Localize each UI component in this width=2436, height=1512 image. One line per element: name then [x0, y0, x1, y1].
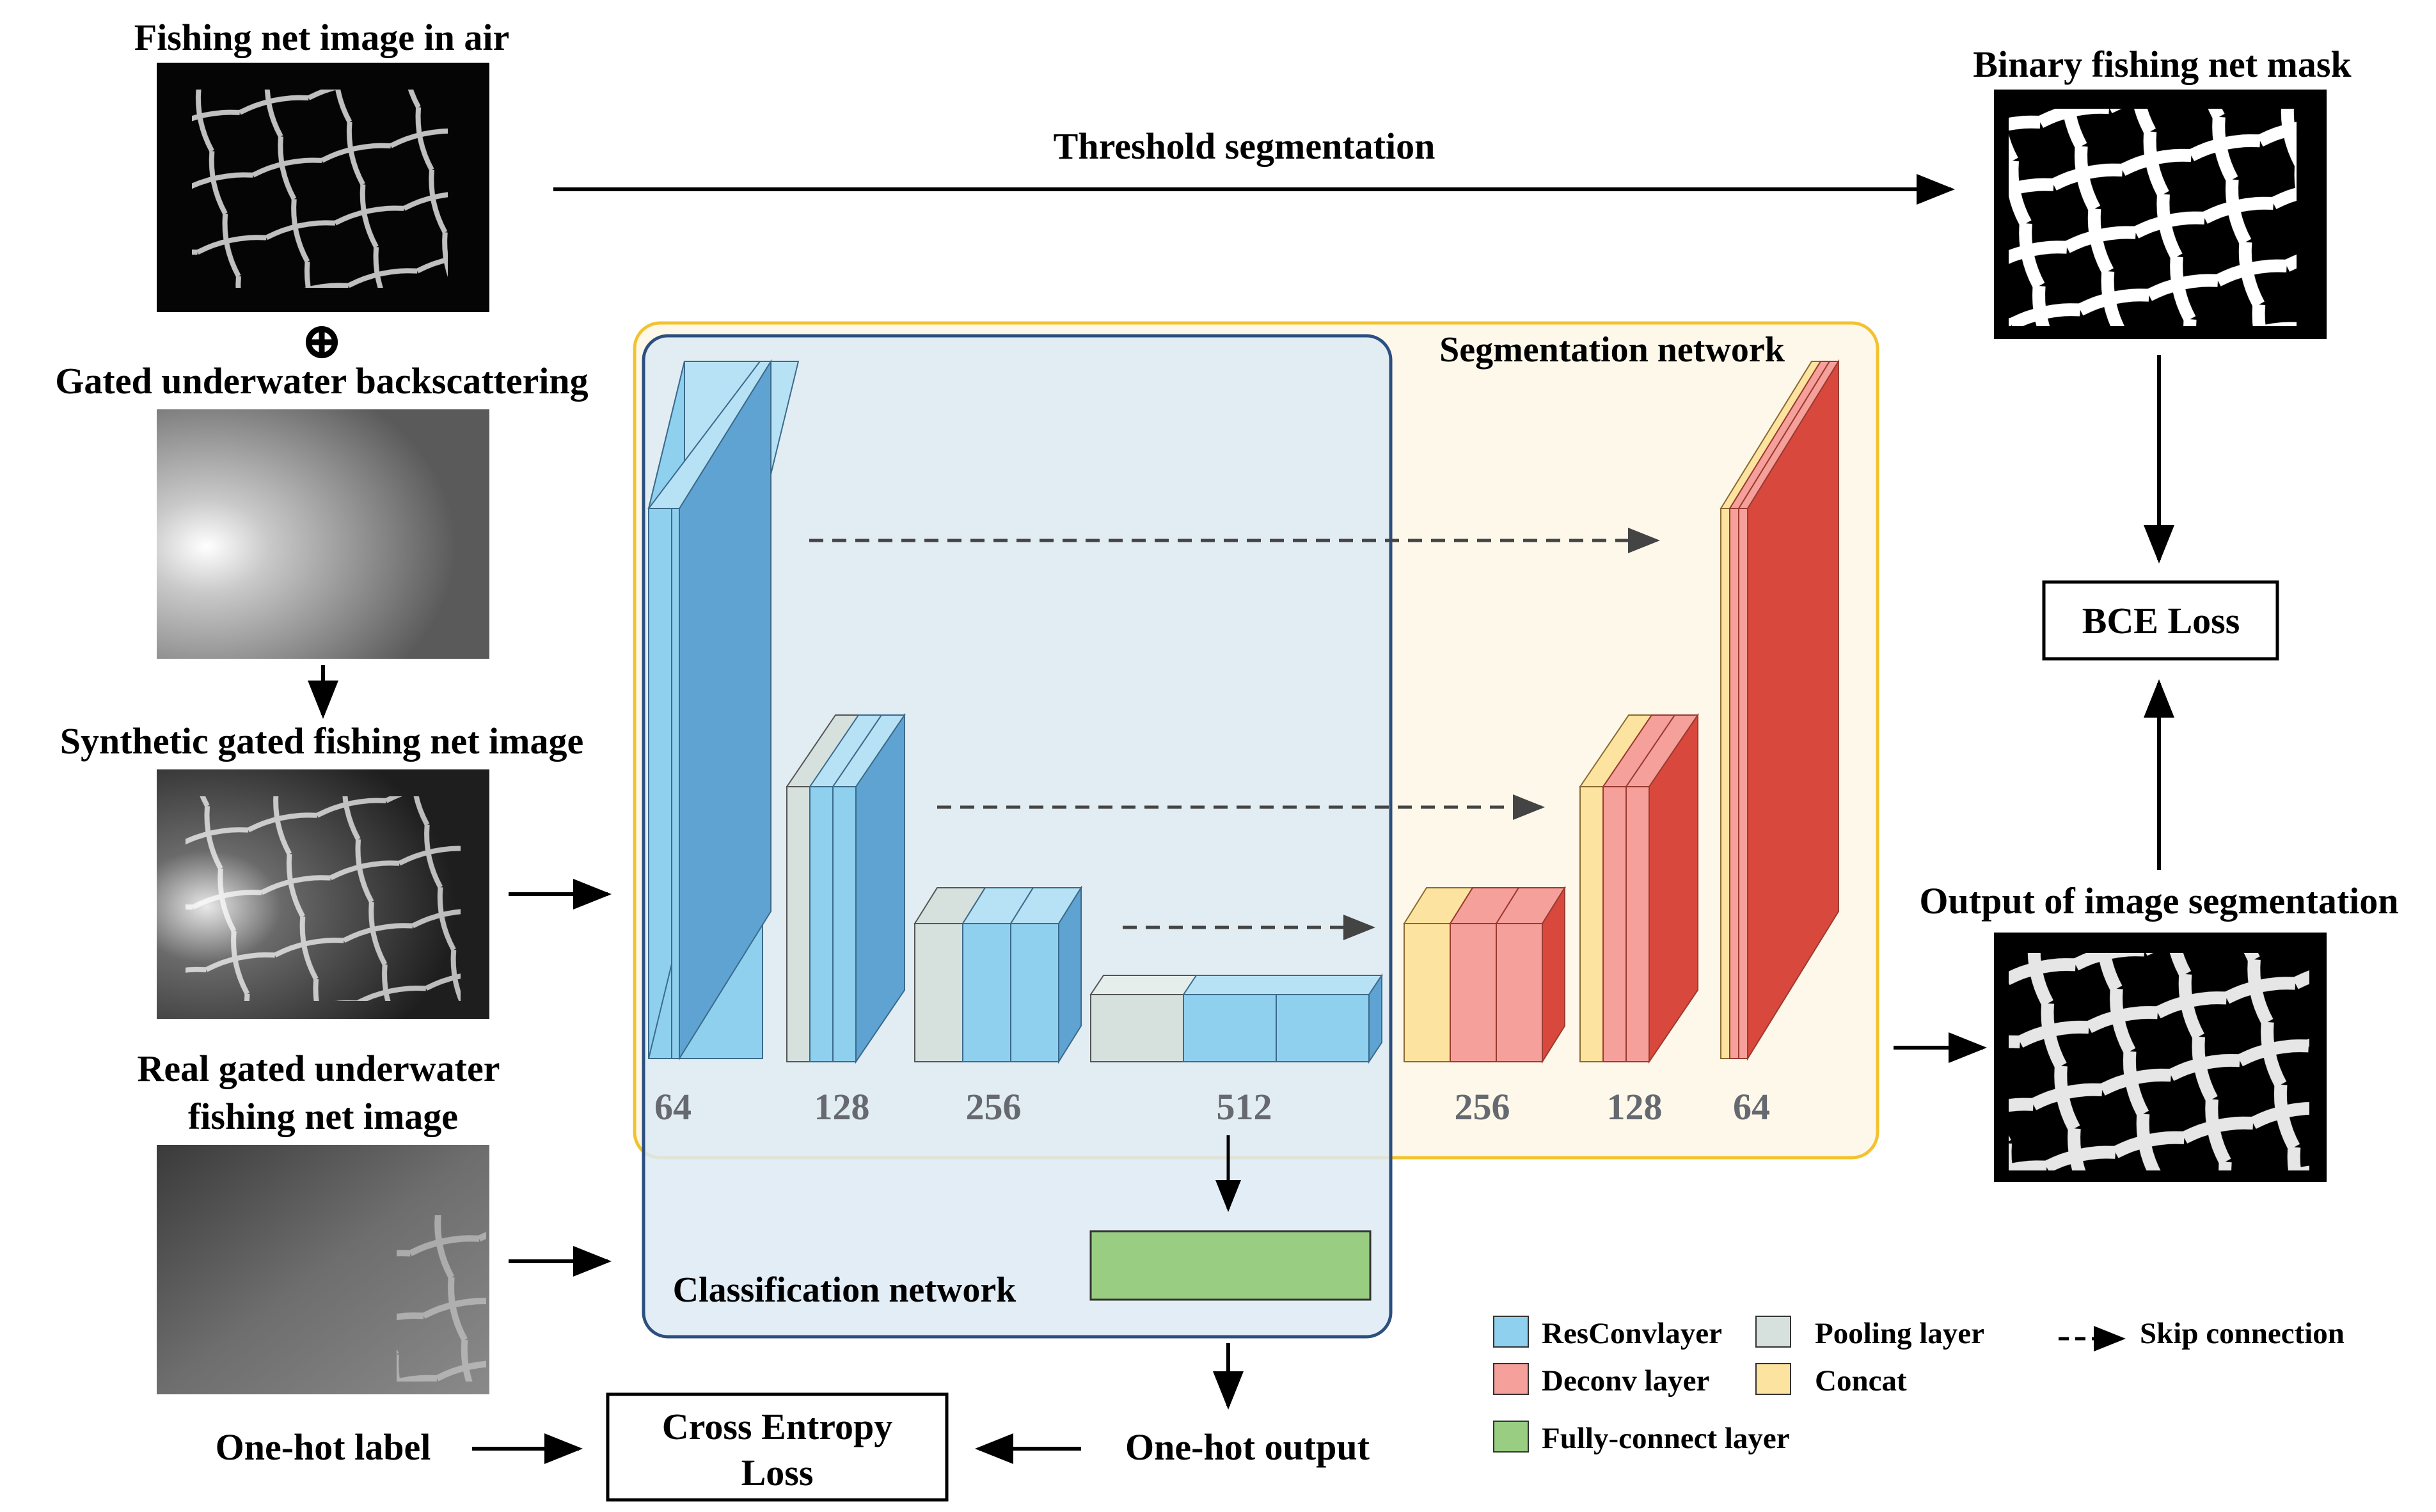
cross-entropy-label-line1: Cross Entropy [662, 1406, 892, 1447]
image-binary-mask [1994, 90, 2327, 339]
label-gated-backscatter: Gated underwater backscattering [55, 360, 588, 402]
combine-symbol: ⊕ [300, 313, 343, 370]
decoder-block-256 [1403, 885, 1566, 1064]
cross-entropy-label-line2: Loss [741, 1452, 814, 1493]
image-gated-backscatter [157, 409, 489, 659]
legend-label-fully-connect: Fully-connect layer [1542, 1422, 1790, 1455]
channels-dec-256: 256 [1455, 1086, 1510, 1128]
label-real-image-line1: Real gated underwater [137, 1048, 500, 1089]
channels-enc-64: 64 [654, 1086, 692, 1128]
label-output-segmentation: Output of image segmentation [1919, 880, 2398, 922]
decoder-block-128 [1579, 713, 1699, 1064]
legend-label-resconv: ResConvlayer [1542, 1317, 1722, 1350]
channels-enc-512: 512 [1217, 1086, 1272, 1128]
image-output-segmentation [1994, 933, 2327, 1182]
label-fishing-net-air: Fishing net image in air [134, 17, 509, 58]
fully-connected-layer [1089, 1230, 1372, 1301]
decoder-block-64 [1720, 359, 1840, 1061]
cross-entropy-loss-box [606, 1392, 949, 1502]
bce-loss-box [2042, 580, 2279, 661]
encoder-block-256 [913, 885, 1082, 1064]
classification-network-box [642, 334, 1393, 1339]
encoder-block-128 [786, 713, 906, 1064]
legend-swatch-resconv [1493, 1316, 1529, 1348]
channels-enc-256: 256 [966, 1086, 1022, 1128]
label-classification-network: Classification network [673, 1270, 1017, 1310]
channels-enc-128: 128 [814, 1086, 870, 1128]
channels-dec-64: 64 [1733, 1086, 1770, 1128]
encoder-block-64 [647, 359, 800, 1061]
channels-dec-128: 128 [1607, 1086, 1663, 1128]
legend-label-pooling: Pooling layer [1815, 1317, 1984, 1350]
legend-swatch-concat [1755, 1363, 1791, 1395]
label-synthetic-image: Synthetic gated fishing net image [60, 720, 583, 762]
legend-label-deconv: Deconv layer [1542, 1364, 1709, 1398]
label-threshold-segmentation: Threshold segmentation [1054, 125, 1435, 167]
encoder-block-512 [1089, 973, 1383, 1064]
bce-loss-label: BCE Loss [2082, 600, 2240, 642]
image-real-gated [157, 1145, 489, 1394]
legend-swatch-deconv [1493, 1363, 1529, 1395]
legend: ResConvlayer Pooling layer Skip connecti… [1493, 1316, 2345, 1455]
legend-swatch-fully-connect [1493, 1421, 1529, 1453]
image-synthetic-gated [157, 769, 489, 1019]
legend-swatch-pooling [1755, 1316, 1791, 1348]
image-fishing-net-air [157, 63, 489, 312]
label-binary-mask: Binary fishing net mask [1973, 43, 2352, 85]
label-segmentation-network: Segmentation network [1439, 330, 1785, 370]
label-one-hot-label: One-hot label [216, 1426, 431, 1468]
label-one-hot-output: One-hot output [1125, 1426, 1370, 1468]
legend-label-concat: Concat [1815, 1364, 1907, 1398]
legend-label-skip: Skip connection [2140, 1317, 2345, 1350]
label-real-image-line2: fishing net image [188, 1096, 458, 1137]
